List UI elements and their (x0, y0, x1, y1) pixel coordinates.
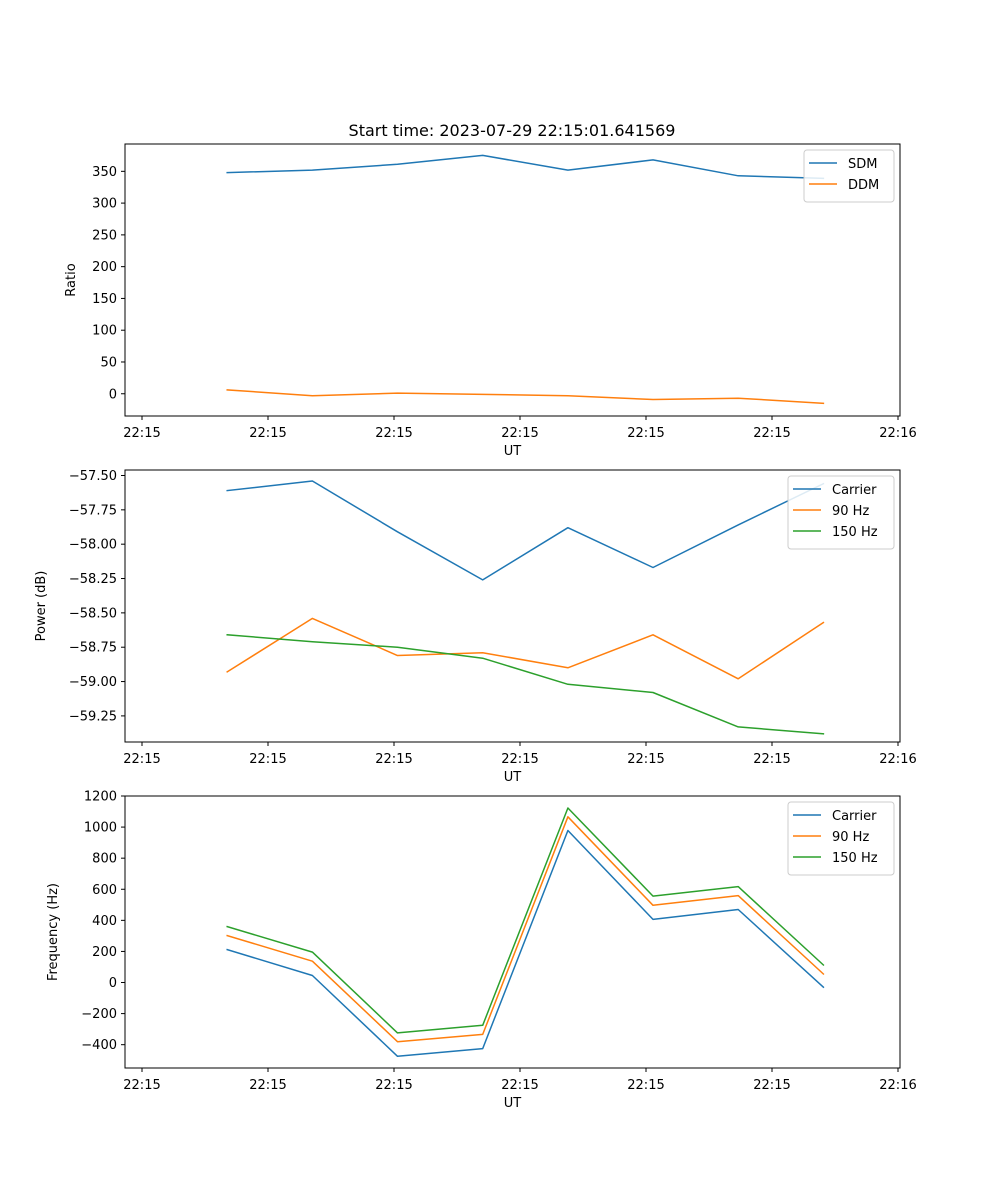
frequency-y-tick-label: 600 (92, 883, 117, 898)
frequency-x-tick-label: 22:15 (123, 1078, 160, 1093)
frequency-panel: 22:15 22:15 22:15 22:15 22:15 22:15 22:16 −400 −… (46, 790, 917, 1112)
ratio-x-tick-label: 22:15 (123, 426, 160, 441)
ratio-series-line-sdm (226, 154, 825, 180)
frequency-y-tick-label: 1000 (84, 821, 117, 836)
power-series-line-150-hz (226, 633, 825, 735)
ratio-series-line-ddm (226, 389, 825, 405)
power-x-tick-label: 22:15 (249, 752, 286, 767)
frequency-x-tick-label: 22:15 (375, 1078, 412, 1093)
frequency-x-tick-label: 22:15 (501, 1078, 538, 1093)
ratio-legend-label: SDM (848, 157, 877, 172)
power-y-tick-label: −59.25 (69, 709, 117, 724)
power-x-tick-label: 22:15 (501, 752, 538, 767)
frequency-y-tick-label: −200 (81, 1007, 117, 1022)
ratio-x-axis-label: UT (504, 444, 522, 459)
ratio-y-tick-label: 0 (109, 387, 117, 402)
power-y-tick-label: −59.00 (69, 675, 117, 690)
frequency-y-axis-label: Frequency (Hz) (46, 883, 61, 981)
ratio-y-tick-label: 100 (92, 324, 117, 339)
power-x-tick-label: 22:15 (375, 752, 412, 767)
ratio-x-tick-label: 22:15 (627, 426, 664, 441)
power-y-axis-label: Power (dB) (34, 571, 49, 642)
power-y-tick-label: −57.75 (69, 503, 117, 518)
ratio-x-tick-label: 22:15 (249, 426, 286, 441)
frequency-y-tick-label: 0 (109, 976, 117, 991)
power-series-line-90-hz (226, 617, 825, 680)
frequency-legend-label: 90 Hz (832, 830, 869, 845)
power-x-tick-label: 22:16 (879, 752, 916, 767)
frequency-series-line-carrier (226, 829, 825, 1058)
frequency-y-tick-label: 400 (92, 914, 117, 929)
frequency-y-tick-label: −400 (81, 1038, 117, 1053)
power-x-axis-label: UT (504, 770, 522, 785)
power-legend: Carrier 90 Hz 150 Hz (787, 475, 895, 550)
ratio-y-axis-label: Ratio (64, 263, 79, 296)
ratio-axes-frame (124, 143, 901, 417)
ratio-y-tick-label: 200 (92, 260, 117, 275)
frequency-legend-label: 150 Hz (832, 851, 878, 866)
frequency-x-tick-label: 22:16 (879, 1078, 916, 1093)
frequency-y-tick-label: 200 (92, 945, 117, 960)
chart-title: Start time: 2023-07-29 22:15:01.641569 (349, 121, 676, 140)
ratio-legend-label: DDM (848, 178, 879, 193)
power-y-tick-label: −58.25 (69, 572, 117, 587)
power-series-line-carrier (226, 480, 825, 581)
power-x-tick-label: 22:15 (123, 752, 160, 767)
frequency-x-tick-label: 22:15 (249, 1078, 286, 1093)
power-y-tick-label: −58.00 (69, 538, 117, 553)
power-x-tick-label: 22:15 (627, 752, 664, 767)
frequency-legend-label: Carrier (832, 809, 877, 824)
frequency-y-tick-label: 800 (92, 852, 117, 867)
frequency-series-line-90-hz (226, 816, 825, 1043)
ratio-y-tick-label: 150 (92, 292, 117, 307)
frequency-x-tick-label: 22:15 (753, 1078, 790, 1093)
frequency-axes-frame (124, 795, 901, 1069)
frequency-x-axis-label: UT (504, 1096, 522, 1111)
ratio-x-tick-label: 22:15 (753, 426, 790, 441)
power-panel: 22:15 22:15 22:15 22:15 22:15 22:15 22:16 −57.5… (34, 469, 917, 785)
ratio-x-tick-label: 22:16 (879, 426, 916, 441)
ratio-x-tick-label: 22:15 (375, 426, 412, 441)
frequency-x-tick-label: 22:15 (627, 1078, 664, 1093)
ratio-panel: 22:15 22:15 22:15 22:15 22:15 22:15 22:16 0 50 10… (64, 143, 917, 459)
ratio-y-tick-label: 250 (92, 228, 117, 243)
ratio-legend: SDM DDM (803, 149, 895, 203)
power-y-tick-label: −58.50 (69, 606, 117, 621)
power-y-tick-label: −57.50 (69, 469, 117, 484)
ratio-y-tick-label: 300 (92, 197, 117, 212)
frequency-y-tick-label: 1200 (84, 790, 117, 805)
ratio-x-tick-label: 22:15 (501, 426, 538, 441)
power-legend-label: 150 Hz (832, 525, 878, 540)
power-legend-label: 90 Hz (832, 504, 869, 519)
power-legend-label: Carrier (832, 483, 877, 498)
power-x-tick-label: 22:15 (753, 752, 790, 767)
ratio-y-tick-label: 50 (100, 355, 117, 370)
frequency-legend: Carrier 90 Hz 150 Hz (787, 801, 895, 876)
ratio-y-tick-label: 350 (92, 165, 117, 180)
frequency-series-line-150-hz (226, 807, 825, 1034)
power-y-tick-label: −58.75 (69, 641, 117, 656)
power-axes-frame (124, 469, 901, 743)
